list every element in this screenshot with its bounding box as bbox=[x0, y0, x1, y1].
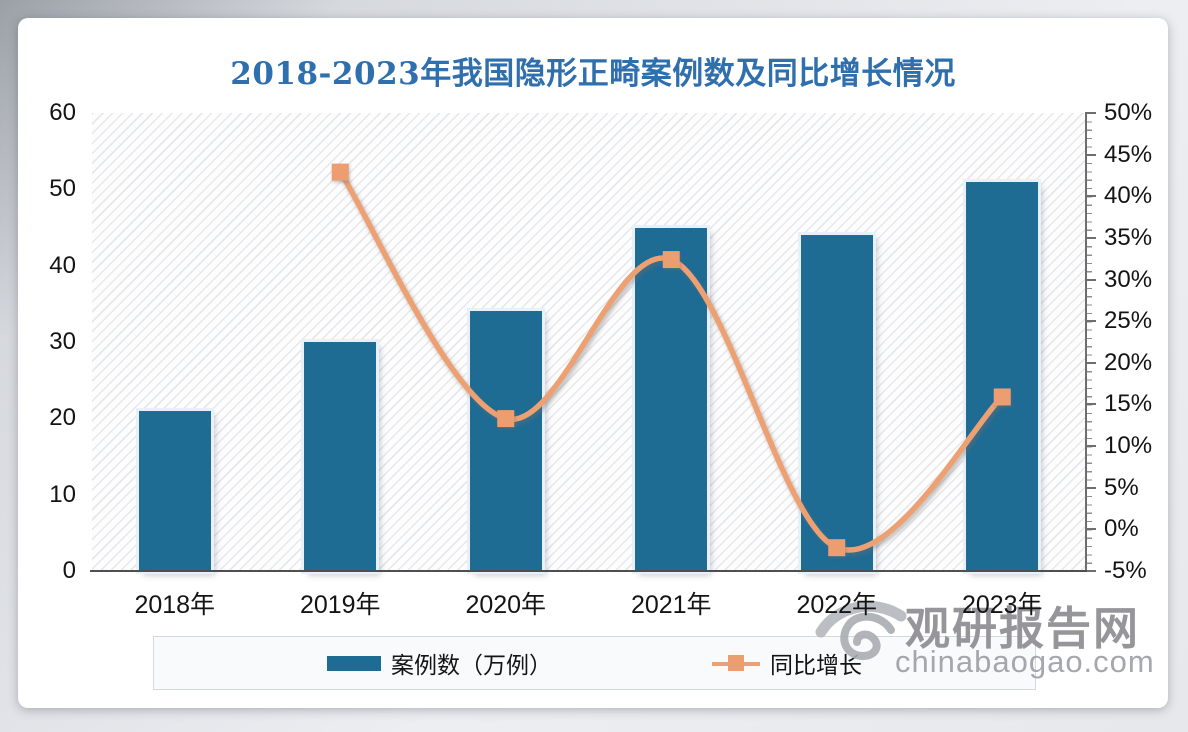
right-axis-line bbox=[1085, 113, 1087, 572]
left-axis-tick-label: 50 bbox=[49, 175, 76, 203]
right-axis-tick-label: 15% bbox=[1104, 390, 1153, 418]
left-axis-tick-label: 60 bbox=[49, 99, 76, 126]
bar-2018年 bbox=[135, 407, 214, 574]
bar-2020年 bbox=[466, 308, 545, 574]
x-axis-label-2023年: 2023年 bbox=[961, 591, 1043, 619]
chart-title: 2018-2023年我国隐形正畸案例数及同比增长情况 bbox=[230, 56, 956, 92]
right-axis-tick-label: 10% bbox=[1104, 432, 1153, 460]
watermark-domain: chinabaogao.com bbox=[895, 644, 1155, 679]
right-axis-tick bbox=[1085, 112, 1096, 114]
line-marker bbox=[828, 539, 846, 557]
line-marker bbox=[331, 163, 349, 181]
line-marker-swatch-icon bbox=[712, 654, 760, 672]
x-axis-label-2021年: 2021年 bbox=[630, 591, 712, 619]
right-axis-tick bbox=[1085, 320, 1096, 323]
right-axis-tick bbox=[1085, 528, 1096, 531]
line-series bbox=[331, 163, 1011, 557]
plot-area bbox=[92, 113, 1085, 571]
right-axis-tick bbox=[1085, 361, 1096, 364]
bar-2019年 bbox=[301, 339, 380, 574]
right-axis-tick bbox=[1085, 236, 1096, 239]
legend: 案例数（万例） 同比增长 bbox=[153, 636, 1036, 690]
right-axis-minor-ticks bbox=[1087, 113, 1092, 572]
left-axis-tick-label: 10 bbox=[49, 480, 76, 508]
x-axis-label-2020年: 2020年 bbox=[465, 591, 547, 619]
left-axis-tick-label: 30 bbox=[49, 328, 76, 355]
legend-item-cases: 案例数（万例） bbox=[327, 646, 552, 680]
legend-item-growth: 同比增长 bbox=[712, 646, 862, 680]
bar-swatch-icon bbox=[327, 655, 381, 671]
growth-line bbox=[337, 169, 1005, 553]
right-axis-tick bbox=[1085, 195, 1096, 198]
right-axis-tick bbox=[1085, 278, 1096, 281]
left-axis-tick-label: 20 bbox=[49, 404, 76, 432]
x-axis-label-2019年: 2019年 bbox=[299, 591, 381, 619]
right-axis-tick-label: 50% bbox=[1104, 99, 1153, 126]
right-axis-tick bbox=[1085, 403, 1096, 406]
right-axis-tick bbox=[1085, 486, 1096, 489]
x-axis-line bbox=[90, 570, 1087, 572]
watermark-logo-icon bbox=[815, 600, 907, 661]
line-marker bbox=[662, 251, 680, 269]
right-axis-tick-label: 30% bbox=[1104, 265, 1153, 293]
x-axis-label-2018年: 2018年 bbox=[134, 591, 216, 619]
right-axis-tick-label: 35% bbox=[1104, 223, 1153, 251]
right-axis-tick-label: 20% bbox=[1104, 348, 1153, 376]
bar-2023年 bbox=[963, 178, 1042, 574]
right-axis-tick-label: 5% bbox=[1104, 473, 1139, 501]
right-axis-tick-label: -5% bbox=[1104, 557, 1147, 584]
left-axis-tick-label: 0 bbox=[62, 557, 76, 584]
right-axis-tick-label: 0% bbox=[1104, 515, 1139, 543]
right-axis-tick bbox=[1085, 445, 1096, 448]
x-axis-label-2022年: 2022年 bbox=[796, 591, 878, 619]
watermark-name: 观研报告网 bbox=[905, 603, 1141, 654]
watermark: 观研报告网 chinabaogao.com bbox=[815, 588, 1165, 698]
legend-label-growth: 同比增长 bbox=[770, 652, 862, 678]
right-axis-tick-label: 45% bbox=[1104, 140, 1153, 168]
legend-label-cases: 案例数（万例） bbox=[391, 652, 552, 678]
right-axis-tick bbox=[1085, 570, 1096, 572]
left-axis-tick-label: 40 bbox=[49, 251, 76, 279]
line-marker bbox=[497, 410, 515, 428]
bar-2022年 bbox=[797, 232, 876, 574]
right-axis-tick-label: 25% bbox=[1104, 307, 1153, 335]
right-axis-tick bbox=[1085, 153, 1096, 156]
chart-card: 2018-2023年我国隐形正畸案例数及同比增长情况 60 50 40 30 20 10 0… bbox=[18, 18, 1168, 708]
line-marker bbox=[993, 388, 1011, 406]
right-axis-tick-label: 40% bbox=[1104, 182, 1153, 210]
